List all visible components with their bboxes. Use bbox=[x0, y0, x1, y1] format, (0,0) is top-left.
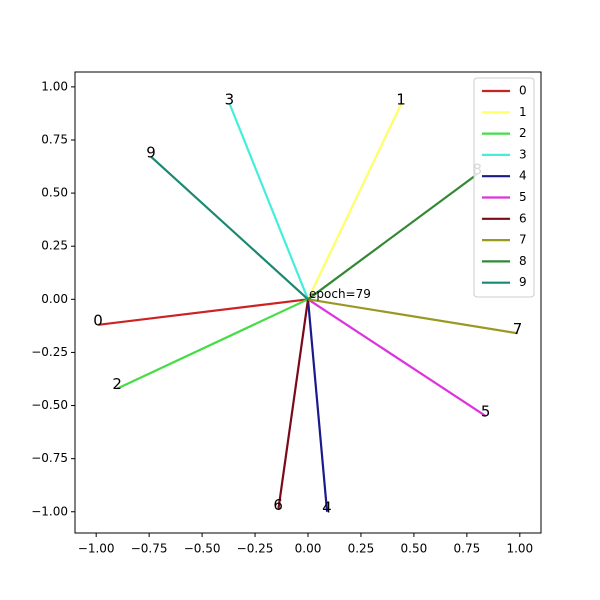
x-tick-label: −0.25 bbox=[237, 542, 274, 556]
y-tick-label: 1.00 bbox=[41, 79, 68, 93]
point-label: 4 bbox=[322, 498, 332, 516]
point-label: 7 bbox=[513, 320, 523, 338]
point-label: 2 bbox=[112, 375, 122, 393]
legend-label: 1 bbox=[519, 105, 527, 119]
x-tick-label: −0.75 bbox=[131, 542, 168, 556]
point-label: 5 bbox=[481, 403, 491, 421]
x-tick-label: 0.50 bbox=[401, 542, 428, 556]
series-line bbox=[307, 173, 479, 301]
legend-label: 4 bbox=[519, 169, 527, 183]
legend-label: 6 bbox=[519, 211, 527, 225]
series-line bbox=[150, 156, 309, 301]
series-line bbox=[98, 298, 309, 326]
x-tick-label: −0.50 bbox=[184, 542, 221, 556]
legend-label: 9 bbox=[519, 275, 527, 289]
y-tick-label: 0.00 bbox=[41, 292, 68, 306]
y-tick-label: 0.50 bbox=[41, 186, 68, 200]
y-tick-label: −1.00 bbox=[31, 504, 68, 518]
y-tick-label: 0.75 bbox=[41, 132, 68, 146]
point-label: 9 bbox=[146, 143, 156, 161]
x-tick-label: 0.75 bbox=[454, 542, 481, 556]
y-tick-label: −0.75 bbox=[31, 451, 68, 465]
point-label: 0 bbox=[93, 311, 103, 329]
legend-label: 8 bbox=[519, 254, 527, 268]
legend-label: 0 bbox=[519, 84, 527, 98]
annotation: epoch=79 bbox=[309, 287, 371, 301]
legend-label: 2 bbox=[519, 126, 527, 140]
series-line bbox=[228, 103, 310, 300]
x-tick-label: 0.00 bbox=[295, 542, 322, 556]
point-label: 3 bbox=[225, 90, 235, 108]
plot-frame bbox=[74, 71, 542, 534]
point-label: 1 bbox=[396, 90, 406, 108]
legend-label: 5 bbox=[519, 190, 527, 204]
y-tick-label: 0.25 bbox=[41, 239, 68, 253]
legend-label: 7 bbox=[519, 233, 527, 247]
point-label: 6 bbox=[273, 496, 283, 514]
x-tick-label: 1.00 bbox=[506, 542, 533, 556]
x-tick-label: −1.00 bbox=[78, 542, 115, 556]
series-line bbox=[116, 298, 309, 390]
legend-label: 3 bbox=[519, 147, 527, 161]
series-line bbox=[307, 298, 487, 418]
y-tick-label: −0.50 bbox=[31, 398, 68, 412]
x-tick-label: 0.25 bbox=[348, 542, 375, 556]
series-line bbox=[307, 103, 403, 300]
y-tick-label: −0.25 bbox=[31, 345, 68, 359]
series-line bbox=[307, 298, 518, 335]
series-line bbox=[306, 299, 329, 512]
series-line bbox=[277, 299, 310, 510]
